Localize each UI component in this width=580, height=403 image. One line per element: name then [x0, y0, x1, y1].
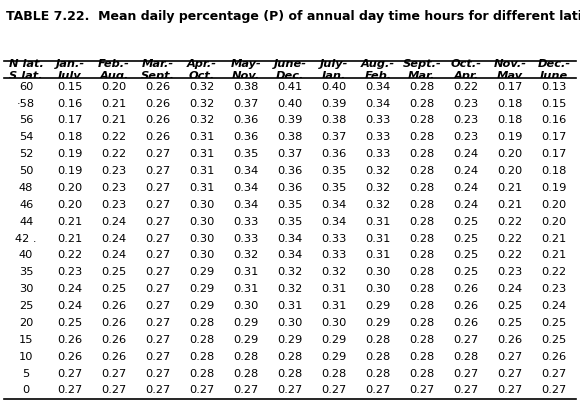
Text: TABLE 7.22.  Mean daily percentage (P) of annual day time hours for different la: TABLE 7.22. Mean daily percentage (P) of…	[6, 10, 580, 23]
